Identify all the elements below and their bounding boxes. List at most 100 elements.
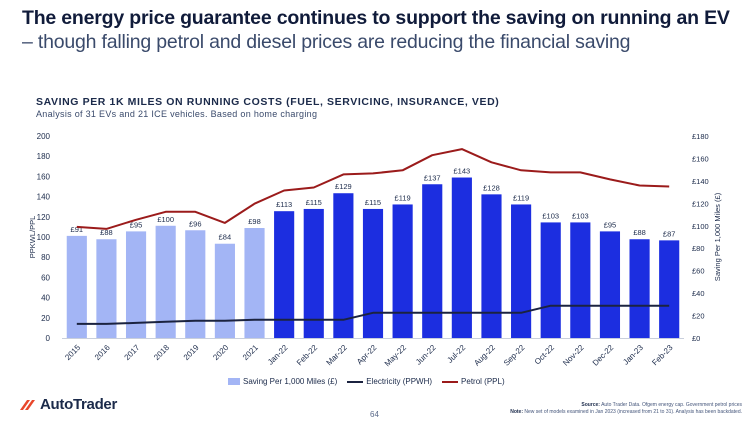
- y2-tick-label: £20: [692, 312, 705, 321]
- bar-data-label: £96: [189, 219, 202, 228]
- petrol-line: [76, 148, 670, 230]
- y-tick-label: 0: [46, 334, 51, 343]
- bar-data-label: £119: [513, 193, 529, 202]
- electricity-line: [76, 304, 670, 325]
- bar-data-label: £128: [483, 183, 500, 192]
- bar-data-label: £137: [424, 173, 441, 182]
- bar-data-label: £98: [248, 217, 261, 226]
- bar-Nov-22: [570, 222, 591, 338]
- x-tick-label: Jan-23: [621, 343, 645, 367]
- bar-2017: [125, 231, 147, 338]
- chart-title: SAVING PER 1K MILES ON RUNNING COSTS (FU…: [36, 96, 500, 108]
- legend-label-saving: Saving Per 1,000 Miles (£): [243, 377, 338, 386]
- bar-May-22: [392, 204, 413, 338]
- note-label: Note:: [510, 408, 523, 415]
- x-tick-label: Jul-22: [445, 343, 467, 365]
- y-tick-label: 140: [37, 193, 51, 202]
- title-rest: – though falling petrol and diesel price…: [22, 31, 631, 53]
- x-tick-label: 2020: [211, 343, 230, 362]
- x-tick-label: Apr-22: [355, 343, 379, 367]
- note-text: New set of models examined in Jan 2023 (…: [522, 408, 742, 415]
- logo-text: AutoTrader: [40, 396, 118, 413]
- legend-swatch-electricity: [347, 380, 364, 383]
- x-tick-label: Feb-22: [295, 343, 320, 368]
- bar-Dec-22: [599, 231, 621, 338]
- bar-Feb-23: [659, 240, 680, 338]
- bar-data-label: £84: [219, 233, 232, 242]
- y2-tick-label: £100: [692, 222, 709, 231]
- y2-tick-label: £180: [692, 132, 709, 141]
- y-tick-label: 80: [41, 253, 50, 262]
- bar-data-label: £100: [157, 215, 174, 224]
- y2-tick-label: £60: [692, 267, 705, 276]
- bar-data-label: £119: [395, 193, 411, 202]
- y2-tick-label: £160: [692, 154, 709, 163]
- legend-label-electricity: Electricity (PPWH): [366, 377, 433, 386]
- legend-label-petrol: Petrol (PPL): [461, 377, 505, 386]
- y2-axis-title: Saving Per 1,000 Miles (£): [713, 192, 722, 281]
- y2-tick-label: £80: [692, 244, 705, 253]
- bar-2018: [155, 225, 176, 338]
- x-tick-label: Oct-22: [533, 343, 557, 367]
- y-tick-label: 200: [37, 132, 51, 141]
- x-tick-label: 2016: [93, 343, 112, 362]
- bar-2015: [66, 235, 87, 338]
- bar-data-label: £88: [633, 228, 646, 237]
- x-tick-label: Jan-22: [266, 343, 290, 367]
- bar-Aug-22: [481, 194, 502, 338]
- autotrader-logo-icon: [20, 399, 35, 410]
- source-text: Auto Trader Data. Ofgem energy cap. Gove…: [599, 402, 742, 408]
- bar-2020: [214, 243, 235, 338]
- legend-item-petrol: Petrol (PPL): [442, 377, 505, 386]
- source-label: Source:: [581, 402, 600, 408]
- legend-item-saving: Saving Per 1,000 Miles (£): [228, 377, 337, 386]
- bar-2021: [244, 228, 265, 338]
- autotrader-logo: AutoTrader: [20, 396, 117, 413]
- bar-Jul-22: [451, 177, 472, 338]
- bar-data-label: £103: [572, 211, 589, 220]
- x-tick-label: Dec-22: [591, 343, 616, 368]
- x-tick-label: 2021: [241, 343, 260, 362]
- bar-Apr-22: [362, 208, 384, 338]
- y2-tick-label: £120: [692, 199, 709, 208]
- bar-Jan-23: [629, 239, 650, 338]
- bar-data-label: £91: [71, 225, 84, 234]
- y-tick-label: 100: [37, 233, 51, 242]
- y2-tick-label: £0: [692, 334, 700, 343]
- bar-data-label: £95: [604, 220, 617, 229]
- x-tick-label: 2019: [182, 343, 201, 362]
- x-tick-label: Nov-22: [561, 343, 586, 368]
- x-tick-label: 2015: [63, 343, 82, 362]
- bar-Sep-22: [511, 204, 532, 338]
- page-title: The energy price guarantee continues to …: [22, 6, 742, 54]
- bar-data-label: £95: [130, 220, 143, 229]
- x-tick-label: May-22: [383, 343, 409, 369]
- bar-data-label: £129: [335, 182, 352, 191]
- x-tick-label: Sep-22: [502, 343, 527, 368]
- legend-swatch-petrol: [442, 380, 459, 383]
- bar-data-label: £143: [454, 167, 471, 176]
- bar-Jun-22: [422, 184, 443, 338]
- chart-legend: Saving Per 1,000 Miles (£) Electricity (…: [228, 377, 515, 386]
- source-note: Source: Auto Trader Data. Ofgem energy c…: [510, 402, 742, 415]
- bar-data-label: £113: [276, 200, 292, 209]
- bar-data-label: £115: [365, 198, 381, 207]
- y2-tick-label: £140: [692, 177, 709, 186]
- bar-Mar-22: [333, 193, 354, 338]
- y-tick-label: 20: [41, 314, 50, 323]
- bar-data-label: £103: [542, 211, 559, 220]
- x-tick-label: 2017: [123, 343, 142, 362]
- y-tick-label: 60: [41, 273, 50, 282]
- page-number: 64: [370, 410, 379, 419]
- bar-data-label: £115: [306, 198, 322, 207]
- x-tick-label: 2018: [152, 343, 171, 362]
- bar-data-label: £88: [100, 228, 113, 237]
- legend-swatch-saving: [228, 378, 240, 385]
- bar-2019: [185, 230, 206, 338]
- x-tick-label: Feb-23: [650, 343, 675, 368]
- x-tick-label: Mar-22: [325, 343, 350, 368]
- y-axis-title: PPKWL/PPL: [28, 216, 37, 259]
- y-tick-label: 40: [41, 294, 50, 303]
- x-tick-label: Aug-22: [472, 343, 497, 368]
